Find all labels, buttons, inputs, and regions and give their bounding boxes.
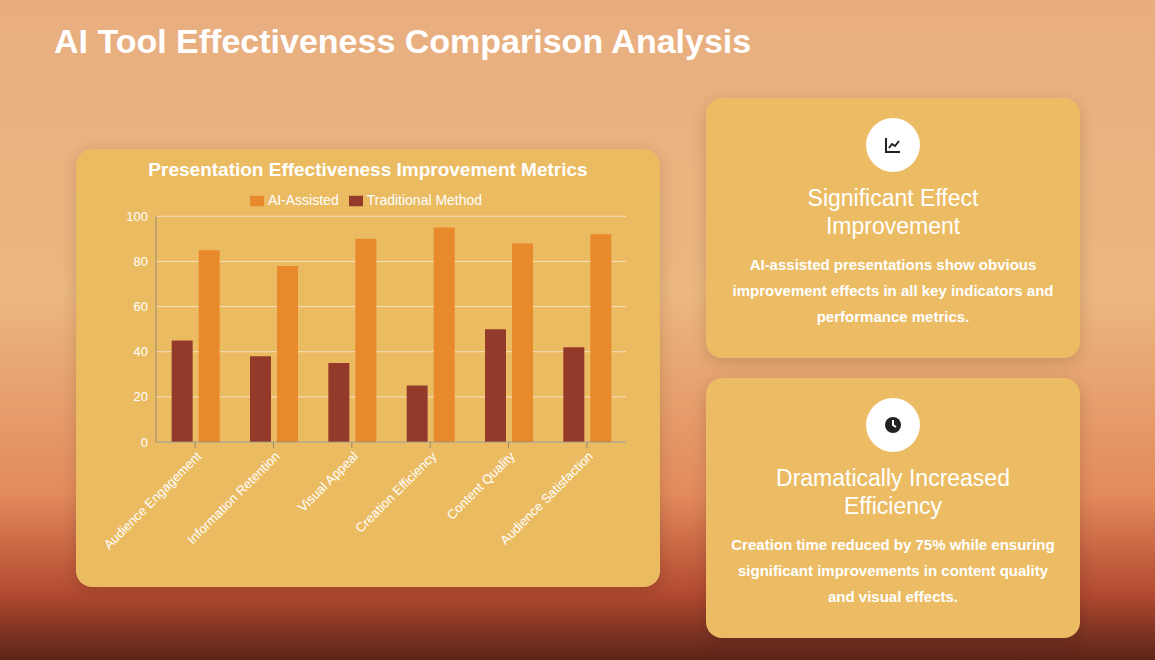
svg-text:Content Quality: Content Quality <box>444 448 518 522</box>
svg-text:Information Retention: Information Retention <box>184 449 282 547</box>
svg-text:80: 80 <box>134 254 148 269</box>
svg-text:Visual Appeal: Visual Appeal <box>295 449 361 515</box>
html-text:AI Tool Effectiveness Comparis: AI Tool Effectiveness Comparison Analysi… <box>54 22 752 60</box>
svg-text:Audience Satisfaction: Audience Satisfaction <box>497 449 596 548</box>
svg-text:20: 20 <box>134 389 148 404</box>
svg-text:40: 40 <box>134 344 148 359</box>
html-text:AI-assisted presentations show: AI-assisted presentations show obvious i… <box>732 256 1054 325</box>
svg-text:Creation Efficiency: Creation Efficiency <box>352 448 439 535</box>
html-text:AI-Assisted: AI-Assisted <box>267 192 339 208</box>
html-text:Creation time reduced by 75% w: Creation time reduced by 75% while ensur… <box>731 536 1055 605</box>
svg-text:Audience Engagement: Audience Engagement <box>100 448 205 553</box>
html-text:Dramatically Increased Efficie: Dramatically Increased Efficiency <box>776 465 1010 519</box>
svg-text:0: 0 <box>141 435 148 450</box>
html-text:Presentation Effectiveness Imp: Presentation Effectiveness Improvement M… <box>148 159 588 180</box>
svg-text:60: 60 <box>134 299 148 314</box>
svg-text:100: 100 <box>126 209 148 224</box>
html-text:Significant Effect Improvement: Significant Effect Improvement <box>807 185 979 239</box>
html-text:Traditional Method: Traditional Method <box>366 192 483 208</box>
